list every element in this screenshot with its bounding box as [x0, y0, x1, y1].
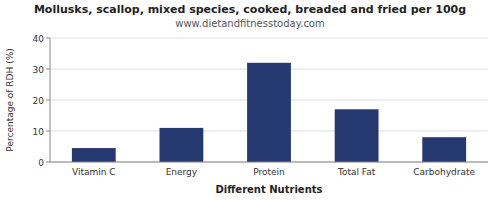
y-tick-label: 10 [33, 127, 45, 137]
title: Mollusks, scallop, mixed species, cooked… [34, 3, 466, 16]
bar [335, 109, 379, 162]
y-tick [46, 38, 50, 39]
y-tick [46, 69, 50, 70]
bar [422, 137, 466, 162]
grid-line [50, 38, 488, 39]
y-tick-label: 40 [33, 34, 45, 44]
grid-line [50, 162, 488, 163]
grid [50, 38, 488, 162]
x-tick-label: Carbohydrate [413, 167, 475, 177]
x-axis-line [50, 162, 488, 163]
bar [72, 148, 116, 162]
bar [160, 128, 204, 162]
bars [72, 63, 466, 162]
x-tick-label: Total Fat [337, 167, 376, 177]
y-tick-label: 20 [33, 96, 45, 106]
x-axis: Vitamin C Energy Protein Total Fat Carbohydr… [50, 38, 488, 177]
y-axis-line [50, 38, 51, 162]
y-axis-label: Percentage of RDH (%) [5, 48, 15, 151]
chart: Mollusks, scallop, mixed species, cooked… [0, 0, 500, 200]
x-tick-label: Energy [166, 167, 198, 177]
y-tick-label: 30 [33, 65, 45, 75]
y-tick [46, 100, 50, 101]
x-tick-label: Vitamin C [72, 167, 116, 177]
subtitle: www.dietandfitnesstoday.com [175, 18, 324, 29]
x-axis-label: Different Nutrients [216, 184, 323, 195]
bar [247, 63, 291, 162]
y-axis: 0 10 20 30 40 [33, 34, 50, 168]
y-tick [46, 131, 50, 132]
y-tick [46, 162, 50, 163]
y-tick-label: 0 [38, 158, 44, 168]
x-tick-label: Protein [253, 167, 285, 177]
